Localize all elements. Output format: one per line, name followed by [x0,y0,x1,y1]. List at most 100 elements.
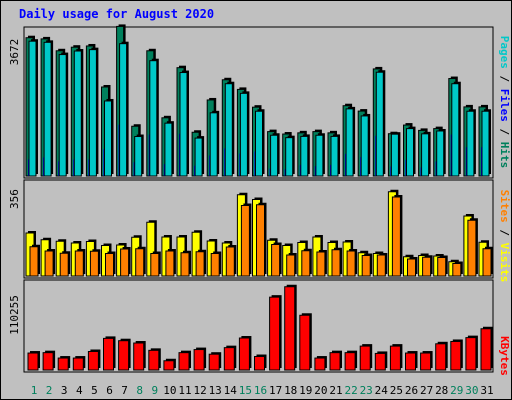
x-tick-5: 5 [91,384,98,397]
sites-bar-2 [44,250,54,277]
kbytes-bar-3 [57,357,69,371]
kbytes-bar-15 [238,337,250,371]
kbytes-bar-9 [148,349,160,371]
x-tick-17: 17 [269,384,282,397]
kbytes-bar-17 [269,296,281,371]
x-tick-7: 7 [121,384,128,397]
sites-bar-20 [316,251,326,277]
kbytes-bar-20 [314,357,326,371]
x-tick-9: 9 [151,384,158,397]
pages-bar-15 [239,92,248,177]
x-tick-14: 14 [224,384,238,397]
x-tick-25: 25 [390,384,403,397]
sites-bar-29 [452,263,462,277]
sites-bar-23 [361,255,371,277]
y-label-hits-files-pages: 3672 [8,39,21,66]
kbytes-bar-6 [103,337,114,371]
kbytes-bar-21 [329,352,341,371]
kbytes-bar-28 [435,343,447,371]
kbytes-bar-26 [405,352,416,371]
sites-bar-7 [120,248,130,277]
x-tick-23: 23 [360,384,373,397]
pages-bar-13 [209,112,218,177]
kbytes-bar-19 [299,314,311,371]
x-tick-10: 10 [163,384,176,397]
kbytes-bar-12 [193,349,205,371]
sites-bar-1 [29,246,39,277]
pages-bar-23 [360,115,369,177]
kbytes-bar-8 [133,342,145,371]
legend-sites-visits: Sites / Visits [498,190,511,283]
pages-bar-9 [149,60,158,177]
sites-bar-5 [89,250,99,277]
x-tick-19: 19 [299,384,312,397]
pages-bar-29 [451,83,460,177]
pages-bar-19 [300,135,309,177]
sites-bar-6 [105,253,114,277]
pages-bar-31 [481,110,490,177]
kbytes-bar-10 [163,360,175,371]
pages-bar-16 [255,110,263,177]
pages-bar-8 [134,136,143,177]
sites-bar-13 [210,253,220,277]
kbytes-bar-27 [420,352,432,371]
pages-bar-12 [194,137,203,177]
sites-bar-28 [437,257,447,277]
pages-bar-24 [375,71,384,177]
kbytes-bar-13 [208,353,220,371]
x-tick-29: 29 [450,384,463,397]
kbytes-bar-18 [284,286,296,371]
pages-bar-17 [270,134,279,177]
x-tick-20: 20 [314,384,327,397]
sites-bar-17 [271,244,281,277]
pages-bar-22 [345,108,354,177]
sites-bar-30 [467,219,477,277]
sites-bar-15 [240,205,250,277]
sites-bar-27 [422,256,432,277]
kbytes-bar-30 [465,337,477,371]
sites-bar-4 [74,250,84,277]
x-tick-6: 6 [106,384,113,397]
pages-bar-1 [28,40,37,177]
x-tick-30: 30 [465,384,478,397]
pages-bar-26 [406,128,414,177]
sites-bar-12 [195,251,205,277]
kbytes-bar-31 [480,328,492,371]
kbytes-bar-1 [27,352,39,371]
sites-bar-26 [407,258,416,277]
pages-bar-30 [466,110,475,177]
pages-bar-11 [179,72,188,177]
pages-bar-10 [164,122,173,177]
pages-bar-3 [58,54,67,177]
sites-bar-19 [301,250,311,277]
kbytes-bar-23 [359,345,371,371]
kbytes-bar-22 [344,352,356,371]
x-tick-28: 28 [435,384,448,397]
x-tick-12: 12 [193,384,206,397]
legend-kbytes: KBytes [498,336,511,376]
sites-bar-24 [376,254,386,277]
kbytes-bar-24 [374,352,386,371]
y-label-kbytes: 110255 [8,295,21,335]
pages-bar-4 [73,50,82,177]
sites-bar-18 [286,254,296,277]
pages-bar-21 [330,135,339,177]
pages-bar-6 [104,100,112,177]
pages-bar-20 [315,134,324,177]
pages-bar-5 [88,49,97,177]
y-axis-labels: 3672 356 110255 [8,39,21,335]
chart-bars [25,24,493,371]
x-tick-16: 16 [254,384,267,397]
x-tick-8: 8 [136,384,143,397]
kbytes-bar-5 [87,350,99,371]
kbytes-bar-2 [42,352,54,371]
kbytes-bar-14 [223,347,235,371]
x-tick-11: 11 [178,384,191,397]
x-tick-2: 2 [46,384,53,397]
x-tick-26: 26 [405,384,418,397]
x-tick-18: 18 [284,384,297,397]
sites-bar-21 [331,249,341,277]
sites-bar-3 [59,252,69,277]
